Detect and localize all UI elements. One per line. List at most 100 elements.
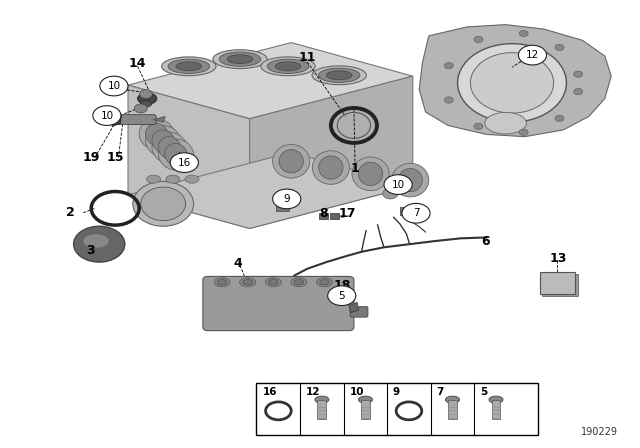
- Text: 18: 18: [333, 279, 351, 293]
- Polygon shape: [112, 114, 122, 126]
- Ellipse shape: [164, 143, 188, 166]
- Text: 7: 7: [436, 388, 444, 397]
- Circle shape: [573, 88, 582, 95]
- Ellipse shape: [176, 62, 202, 71]
- Circle shape: [134, 104, 147, 113]
- Text: 4: 4: [234, 257, 243, 270]
- Text: 12: 12: [306, 388, 321, 397]
- Circle shape: [555, 115, 564, 121]
- FancyBboxPatch shape: [203, 276, 354, 331]
- Polygon shape: [349, 302, 358, 313]
- Circle shape: [519, 30, 528, 37]
- Ellipse shape: [445, 396, 460, 403]
- Circle shape: [474, 36, 483, 43]
- Text: 10: 10: [108, 81, 120, 91]
- Bar: [319, 213, 328, 219]
- Circle shape: [573, 71, 582, 78]
- Circle shape: [444, 97, 453, 103]
- Ellipse shape: [312, 151, 349, 185]
- Ellipse shape: [294, 280, 304, 285]
- Ellipse shape: [158, 139, 194, 170]
- Ellipse shape: [243, 280, 253, 285]
- Circle shape: [402, 203, 430, 223]
- Circle shape: [140, 90, 152, 99]
- Ellipse shape: [141, 187, 186, 221]
- Ellipse shape: [147, 175, 161, 183]
- Ellipse shape: [358, 396, 372, 403]
- Bar: [361, 400, 370, 419]
- Ellipse shape: [392, 164, 429, 197]
- Text: 16: 16: [178, 158, 191, 168]
- Circle shape: [519, 129, 528, 135]
- Circle shape: [100, 76, 128, 96]
- Text: 10: 10: [100, 111, 113, 121]
- Ellipse shape: [140, 101, 152, 107]
- Circle shape: [93, 106, 121, 125]
- Text: 14: 14: [129, 57, 147, 70]
- Ellipse shape: [317, 278, 333, 287]
- Text: 6: 6: [481, 234, 490, 248]
- Circle shape: [170, 153, 198, 172]
- Text: 13: 13: [549, 251, 567, 265]
- Ellipse shape: [133, 181, 194, 226]
- Ellipse shape: [273, 144, 310, 178]
- Text: 5: 5: [339, 291, 345, 301]
- Polygon shape: [250, 76, 413, 228]
- Ellipse shape: [275, 62, 301, 71]
- Circle shape: [328, 286, 356, 306]
- Ellipse shape: [458, 44, 566, 122]
- Ellipse shape: [352, 157, 389, 191]
- Circle shape: [444, 63, 453, 69]
- Ellipse shape: [319, 68, 360, 82]
- Ellipse shape: [227, 55, 253, 64]
- Circle shape: [383, 188, 398, 199]
- Text: 2: 2: [66, 206, 75, 220]
- Circle shape: [555, 44, 564, 51]
- Ellipse shape: [212, 50, 268, 69]
- Ellipse shape: [358, 162, 383, 185]
- Bar: [317, 400, 326, 419]
- Ellipse shape: [161, 57, 216, 76]
- Ellipse shape: [218, 280, 227, 285]
- Ellipse shape: [470, 53, 554, 113]
- Circle shape: [474, 123, 483, 129]
- Ellipse shape: [152, 132, 188, 164]
- Ellipse shape: [74, 226, 125, 262]
- Ellipse shape: [319, 156, 343, 179]
- Polygon shape: [419, 25, 611, 137]
- Ellipse shape: [219, 52, 261, 66]
- Text: 9: 9: [393, 388, 400, 397]
- Ellipse shape: [158, 137, 181, 159]
- FancyBboxPatch shape: [540, 272, 575, 294]
- Ellipse shape: [489, 396, 503, 403]
- Polygon shape: [154, 116, 165, 122]
- Bar: [330, 213, 339, 219]
- Text: 3: 3: [86, 244, 95, 258]
- Text: 190229: 190229: [580, 427, 618, 437]
- Text: 5: 5: [480, 388, 487, 397]
- Circle shape: [518, 45, 547, 65]
- Polygon shape: [128, 85, 250, 228]
- Ellipse shape: [138, 93, 157, 104]
- Circle shape: [273, 189, 301, 209]
- Text: 17: 17: [338, 207, 356, 220]
- Ellipse shape: [485, 112, 526, 134]
- FancyBboxPatch shape: [542, 274, 578, 296]
- Ellipse shape: [185, 175, 199, 183]
- Bar: [400, 207, 409, 215]
- Ellipse shape: [269, 280, 278, 285]
- Ellipse shape: [152, 130, 175, 152]
- Ellipse shape: [326, 71, 352, 80]
- Text: 11: 11: [298, 51, 316, 64]
- Text: 15: 15: [106, 151, 124, 164]
- Ellipse shape: [315, 396, 329, 403]
- Bar: [276, 204, 289, 211]
- Circle shape: [384, 175, 412, 194]
- Ellipse shape: [266, 278, 282, 287]
- Ellipse shape: [320, 280, 330, 285]
- Ellipse shape: [398, 168, 422, 192]
- Ellipse shape: [83, 234, 109, 248]
- Ellipse shape: [139, 119, 175, 150]
- Ellipse shape: [166, 175, 180, 183]
- Bar: [448, 400, 457, 419]
